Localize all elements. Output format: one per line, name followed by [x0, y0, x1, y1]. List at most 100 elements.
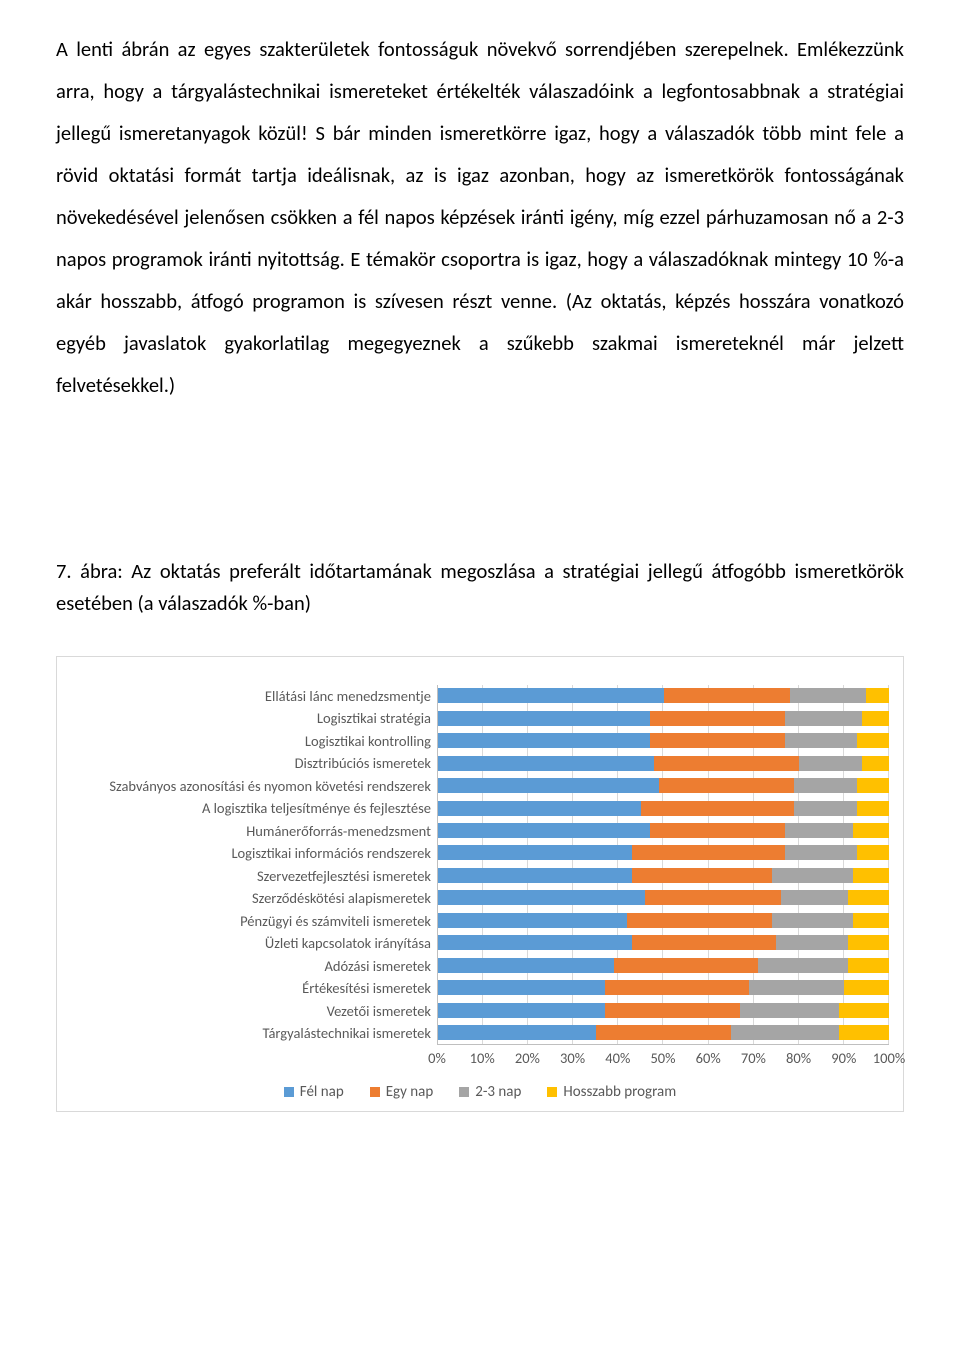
bar-segment [785, 711, 862, 726]
bar-segment [772, 913, 853, 928]
bar-segment [776, 935, 848, 950]
bar-segment [794, 778, 857, 793]
bar-row [438, 823, 889, 838]
legend-label: Hosszabb program [563, 1083, 676, 1101]
legend-label: Egy nap [386, 1083, 434, 1101]
bar-segment [785, 733, 857, 748]
bar-segment [438, 1003, 605, 1018]
bar-segment [848, 890, 889, 905]
bar-segment [438, 980, 605, 995]
bar-segment [857, 845, 889, 860]
bar-segment [438, 733, 650, 748]
bar-row [438, 711, 889, 726]
x-tick: 60% [696, 1049, 721, 1067]
x-axis-ticks: 0%10%20%30%40%50%60%70%80%90%100% [437, 1049, 889, 1069]
category-label: Logisztikai kontrolling [71, 730, 431, 752]
category-label: Adózási ismeretek [71, 955, 431, 977]
legend-swatch [370, 1087, 380, 1097]
bar-segment [438, 868, 632, 883]
category-label: Szerződéskötési alapismeretek [71, 887, 431, 909]
legend-item: Hosszabb program [547, 1083, 676, 1101]
bar-segment [650, 733, 785, 748]
bar-segment [758, 958, 848, 973]
bar-segment [632, 845, 785, 860]
bar-row [438, 1003, 889, 1018]
bar-row [438, 913, 889, 928]
bar-segment [862, 756, 889, 771]
bar-row [438, 935, 889, 950]
category-label: Tárgyalástechnikai ismeretek [71, 1022, 431, 1044]
category-label: Ellátási lánc menedzsmentje [71, 685, 431, 707]
bar-segment [438, 688, 664, 703]
bar-segment [664, 688, 790, 703]
bar-row [438, 733, 889, 748]
legend-item: 2-3 nap [459, 1083, 521, 1101]
bar-segment [438, 913, 627, 928]
bar-segment [857, 778, 889, 793]
bar-segment [749, 980, 844, 995]
category-label: Disztribúciós ismeretek [71, 752, 431, 774]
category-label: Szabványos azonosítási és nyomon követés… [71, 775, 431, 797]
bar-segment [438, 778, 659, 793]
x-axis: 0%10%20%30%40%50%60%70%80%90%100% [71, 1049, 889, 1069]
bars-stack [438, 685, 889, 1044]
category-label: Pénzügyi és számviteli ismeretek [71, 910, 431, 932]
bar-segment [731, 1025, 839, 1040]
bar-segment [438, 801, 641, 816]
chart-legend: Fél napEgy nap2-3 napHosszabb program [71, 1083, 889, 1101]
bar-segment [740, 1003, 839, 1018]
x-tick: 90% [831, 1049, 856, 1067]
bar-segment [632, 935, 776, 950]
x-tick: 50% [650, 1049, 675, 1067]
bar-segment [844, 980, 889, 995]
bar-segment [438, 756, 654, 771]
bar-row [438, 688, 889, 703]
x-tick: 80% [786, 1049, 811, 1067]
bar-segment [794, 801, 857, 816]
legend-label: 2-3 nap [475, 1083, 521, 1101]
bar-row [438, 756, 889, 771]
bar-segment [605, 1003, 740, 1018]
x-tick: 30% [560, 1049, 585, 1067]
bar-segment [799, 756, 862, 771]
x-tick: 100% [873, 1049, 905, 1067]
bar-segment [438, 711, 650, 726]
bars-area [437, 685, 889, 1045]
bar-row [438, 778, 889, 793]
bar-row [438, 958, 889, 973]
x-tick: 40% [605, 1049, 630, 1067]
category-label: Humánerőforrás-menedzsment [71, 820, 431, 842]
category-label: Logisztikai stratégia [71, 707, 431, 729]
bar-row [438, 890, 889, 905]
bar-segment [627, 913, 771, 928]
bar-segment [781, 890, 849, 905]
x-tick: 10% [470, 1049, 495, 1067]
legend-swatch [547, 1087, 557, 1097]
bar-segment [785, 845, 857, 860]
bar-segment [438, 823, 650, 838]
bar-segment [438, 958, 614, 973]
bar-segment [438, 1025, 596, 1040]
bar-segment [839, 1003, 889, 1018]
category-label: Szervezetfejlesztési ismeretek [71, 865, 431, 887]
bar-segment [641, 801, 794, 816]
bar-row [438, 980, 889, 995]
bar-segment [857, 801, 889, 816]
bar-segment [654, 756, 798, 771]
x-tick: 70% [741, 1049, 766, 1067]
figure-caption: 7. ábra: Az oktatás preferált időtartamá… [56, 556, 904, 620]
bar-segment [645, 890, 780, 905]
y-axis-labels: Ellátási lánc menedzsmentjeLogisztikai s… [71, 685, 437, 1045]
bar-row [438, 1025, 889, 1040]
bar-segment [614, 958, 758, 973]
category-label: A logisztika teljesítménye és fejlesztés… [71, 797, 431, 819]
bar-segment [438, 890, 645, 905]
bar-row [438, 845, 889, 860]
bar-segment [596, 1025, 731, 1040]
bar-segment [772, 868, 853, 883]
chart-plot-area: Ellátási lánc menedzsmentjeLogisztikai s… [71, 685, 889, 1045]
legend-swatch [284, 1087, 294, 1097]
bar-row [438, 801, 889, 816]
bar-segment [853, 868, 889, 883]
legend-item: Egy nap [370, 1083, 434, 1101]
